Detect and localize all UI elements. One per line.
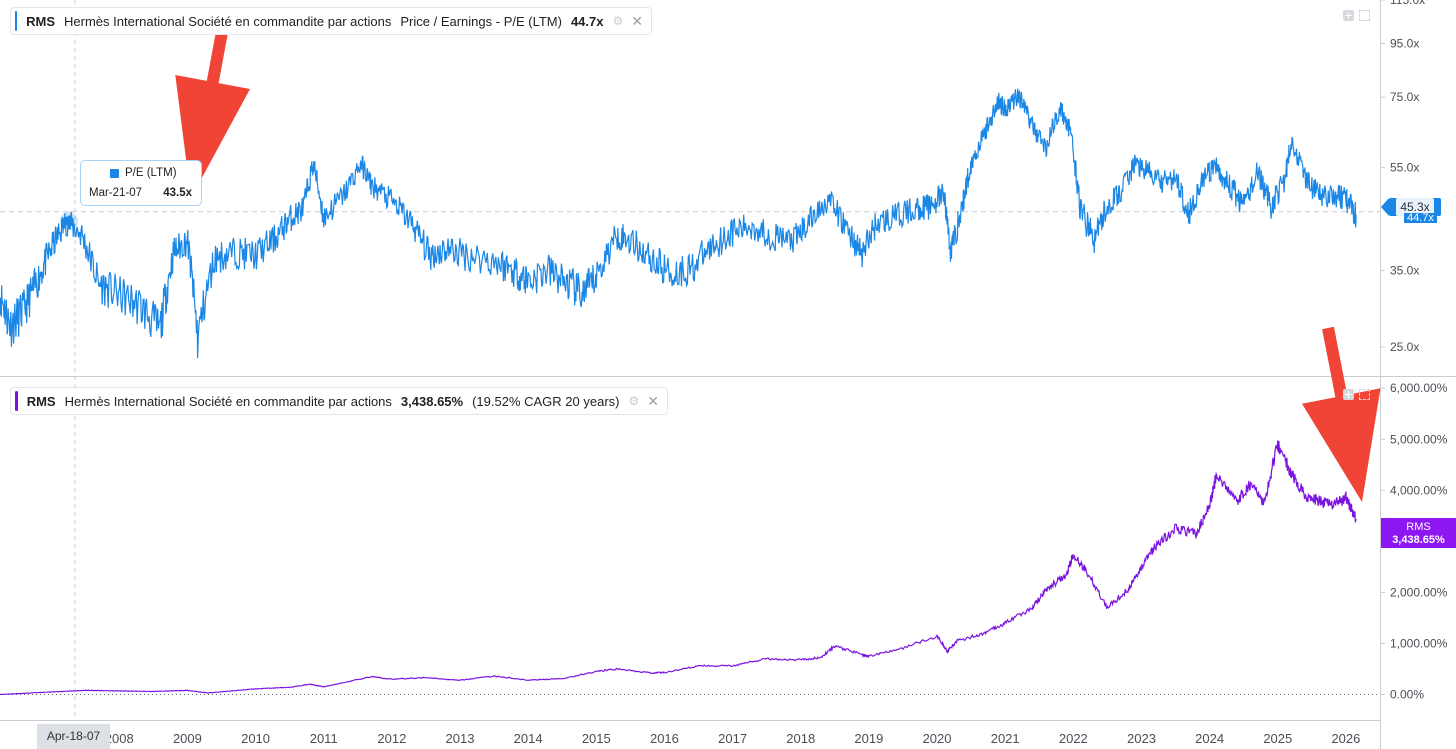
rms-legend-ticker: RMS <box>26 393 56 409</box>
xtick-label: 2010 <box>241 731 270 746</box>
xtick-label: 2021 <box>991 731 1020 746</box>
add-panel-icon[interactable] <box>1343 10 1354 21</box>
xtick-label: 2024 <box>1195 731 1224 746</box>
fullscreen-icon[interactable] <box>1359 10 1370 21</box>
pe-legend[interactable]: RMS Hermès International Société en comm… <box>10 7 652 35</box>
annotation-arrow-top <box>175 30 250 199</box>
xtick-label: 2016 <box>650 731 679 746</box>
xtick-label: 2022 <box>1059 731 1088 746</box>
xtick-label: 2011 <box>310 731 338 746</box>
pe-series-color <box>15 11 18 31</box>
rms-ytick-label: 6,000.00% <box>1390 381 1448 395</box>
xtick-label: 2025 <box>1263 731 1292 746</box>
xtick-label: 2026 <box>1331 731 1360 746</box>
close-icon[interactable]: ✕ <box>631 12 643 29</box>
xtick-label: 2015 <box>582 731 611 746</box>
xtick-label: 2014 <box>514 731 543 746</box>
rms-ytick-label: 5,000.00% <box>1390 432 1448 446</box>
pe-legend-ticker: RMS <box>26 13 56 29</box>
pe-secondary-value: 44.7x <box>1404 213 1437 223</box>
add-panel-icon[interactable] <box>1343 389 1354 400</box>
pe-ytick-label: 55.0x <box>1390 161 1419 175</box>
xtick-label: 2013 <box>446 731 475 746</box>
annotation-arrow-bottom <box>1302 326 1381 502</box>
rms-ytick-label: 1,000.00% <box>1390 636 1448 650</box>
pe-ytick-label: 35.0x <box>1390 263 1419 277</box>
rms-legend[interactable]: RMS Hermès International Société en comm… <box>10 387 668 415</box>
tooltip-series-name: P/E (LTM) <box>125 167 177 179</box>
pe-legend-company: Hermès International Société en commandi… <box>64 13 392 29</box>
settings-icon[interactable]: ⚙ <box>628 394 640 408</box>
rms-ytick-label: 4,000.00% <box>1390 483 1448 497</box>
hover-tooltip: P/E (LTM) Mar-21-07 43.5x <box>80 160 202 206</box>
pe-ytick-label: 75.0x <box>1390 90 1419 104</box>
rms-series-line[interactable] <box>0 440 1357 695</box>
top-panel-controls <box>1343 10 1370 21</box>
pe-last-value-badge: 45.3x <box>1381 198 1441 216</box>
bottom-panel-controls <box>1343 389 1370 400</box>
fullscreen-icon[interactable] <box>1359 389 1370 400</box>
pe-ytick-label: 25.0x <box>1390 340 1419 354</box>
hover-point <box>64 216 74 227</box>
close-icon[interactable]: ✕ <box>647 392 659 409</box>
pe-series-line[interactable] <box>0 88 1357 359</box>
rms-legend-cagr: (19.52% CAGR 20 years) <box>472 393 620 409</box>
rms-last-value-badge: RMS 3,438.65% <box>1381 518 1456 548</box>
xtick-label: 2017 <box>718 731 747 746</box>
tooltip-series-swatch <box>110 169 119 178</box>
xtick-label: 2018 <box>786 731 815 746</box>
rms-legend-company: Hermès International Société en commandi… <box>64 393 392 409</box>
xtick-label: 2009 <box>173 731 202 746</box>
crosshair-date-label: Apr-18-07 <box>37 724 110 749</box>
pe-ytick-label: 95.0x <box>1390 36 1419 50</box>
rms-ytick-label: 0.00% <box>1390 687 1424 701</box>
rms-badge-ticker: RMS <box>1406 521 1431 533</box>
xtick-label: 2019 <box>854 731 883 746</box>
rms-badge-value: 3,438.65% <box>1392 534 1445 546</box>
xtick-label: 2020 <box>923 731 952 746</box>
xtick-label: 2012 <box>377 731 406 746</box>
xtick-label: 2008 <box>105 731 134 746</box>
rms-series-color <box>15 391 18 411</box>
settings-icon[interactable]: ⚙ <box>612 14 624 28</box>
pe-ytick-label: 115.0x <box>1390 0 1425 7</box>
pe-last-value: 45.3x <box>1396 198 1434 216</box>
pe-legend-value: 44.7x <box>570 13 604 29</box>
xtick-label: 2023 <box>1127 731 1156 746</box>
rms-ytick-label: 2,000.00% <box>1390 585 1448 599</box>
rms-legend-value: 3,438.65% <box>400 393 464 409</box>
tooltip-value: 43.5x <box>163 187 192 199</box>
tooltip-date: Mar-21-07 <box>89 187 143 199</box>
pe-legend-metric: Price / Earnings - P/E (LTM) <box>400 13 562 29</box>
